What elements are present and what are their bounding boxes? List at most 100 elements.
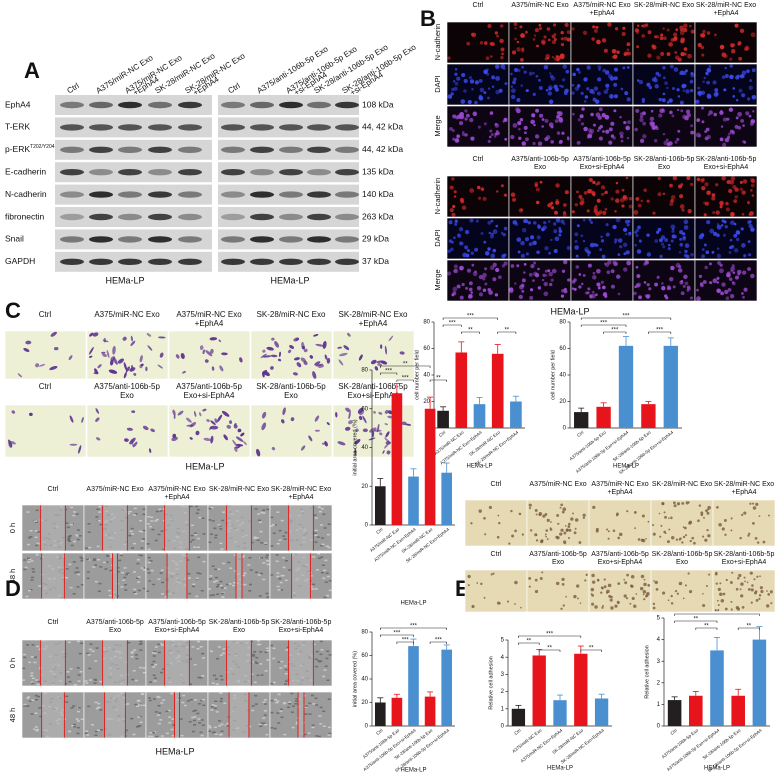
texture	[32, 571, 36, 573]
texture	[196, 572, 200, 574]
cell	[148, 448, 152, 453]
texture	[72, 561, 76, 563]
cell	[610, 197, 614, 201]
cell	[748, 220, 752, 224]
y-tick-label: 0	[501, 724, 505, 730]
cell	[378, 411, 383, 415]
cell	[747, 97, 751, 101]
cell	[716, 288, 721, 294]
blot-band	[89, 213, 113, 221]
cell	[680, 51, 685, 57]
cell	[533, 34, 537, 37]
texture	[314, 588, 318, 590]
cell	[754, 590, 758, 593]
cell	[567, 525, 571, 528]
texture	[142, 513, 146, 516]
texture	[283, 665, 287, 667]
cell	[590, 587, 595, 592]
column-header: SK-28/anti-106b-5p	[209, 619, 270, 626]
cell	[669, 64, 674, 69]
image-background	[589, 570, 651, 612]
y-tick-label: 80	[423, 320, 430, 326]
cell	[49, 365, 58, 371]
cell	[586, 250, 591, 255]
texture	[274, 698, 278, 701]
cell	[758, 597, 761, 600]
cell	[730, 529, 733, 532]
cell	[643, 598, 646, 601]
y-tick-label: 2	[501, 689, 505, 695]
cell	[752, 506, 757, 510]
cell	[623, 267, 628, 272]
cell	[95, 408, 100, 414]
cell	[461, 282, 465, 287]
micrograph	[250, 404, 333, 458]
cell	[660, 242, 665, 246]
cell	[461, 73, 466, 78]
texture	[326, 679, 330, 682]
texture	[262, 512, 266, 514]
cell	[488, 231, 492, 235]
cell	[721, 527, 725, 531]
cell	[702, 29, 706, 34]
cell	[639, 586, 644, 591]
texture	[67, 641, 71, 644]
cell	[684, 69, 688, 73]
cell	[528, 71, 533, 76]
texture	[137, 581, 141, 583]
cell	[542, 273, 546, 278]
cell	[303, 348, 308, 353]
blot-band	[178, 101, 202, 109]
cell	[510, 72, 513, 76]
texture	[29, 535, 33, 538]
blot-band	[178, 124, 202, 131]
cell	[560, 607, 563, 610]
cell	[636, 249, 642, 254]
texture	[282, 702, 286, 705]
cell	[465, 286, 468, 290]
texture	[208, 725, 212, 727]
cell	[666, 285, 671, 289]
cell	[595, 527, 599, 531]
significance-bracket	[380, 365, 431, 368]
texture	[68, 730, 72, 733]
cell	[626, 573, 629, 577]
cell	[720, 109, 723, 113]
cell	[747, 534, 750, 537]
cell	[751, 95, 757, 100]
cell	[343, 345, 350, 351]
cell	[554, 210, 558, 215]
cell	[740, 227, 744, 231]
cell	[765, 604, 770, 608]
x-tick-label: Ctrl	[375, 527, 383, 535]
cell	[623, 252, 627, 256]
texture	[319, 524, 323, 526]
cell	[658, 97, 662, 102]
texture	[134, 513, 138, 515]
cell	[574, 203, 578, 207]
cell	[470, 251, 475, 255]
cell	[729, 57, 733, 61]
blot-band	[279, 213, 303, 221]
cell	[561, 583, 565, 586]
cell	[270, 366, 274, 370]
cell	[636, 24, 640, 27]
column-header: Exo+si-EphA4	[580, 164, 625, 171]
cell	[89, 346, 94, 355]
cell	[464, 109, 468, 113]
cell	[670, 199, 674, 203]
image-background	[333, 331, 414, 379]
cell	[607, 530, 610, 533]
cell	[737, 111, 742, 117]
cell	[667, 247, 671, 251]
cell	[498, 521, 501, 525]
texture	[219, 675, 223, 677]
texture	[294, 700, 298, 702]
cell	[534, 578, 538, 582]
wound-gap	[40, 505, 66, 551]
cell	[318, 364, 325, 368]
texture	[168, 721, 172, 724]
cell	[689, 24, 692, 28]
cell	[740, 582, 744, 586]
cell	[579, 602, 582, 604]
